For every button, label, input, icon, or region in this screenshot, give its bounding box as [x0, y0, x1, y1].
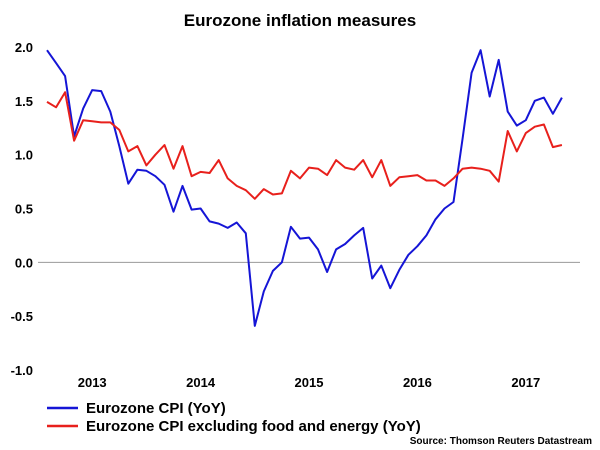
legend-label-cpi: Eurozone CPI (YoY) [86, 400, 226, 417]
series-layer [46, 49, 563, 327]
y-tick-label: -0.5 [11, 309, 33, 324]
y-tick-label: 0.5 [15, 202, 33, 217]
x-axis: 2013 2014 2015 2016 2017 [78, 375, 541, 390]
y-tick-label: -1.0 [11, 363, 33, 378]
series-line-cpi [46, 49, 563, 327]
x-tick-label: 2017 [511, 375, 540, 390]
y-axis: 2.0 1.5 1.0 0.5 0.0 -0.5 -1.0 [11, 40, 33, 378]
source-note: Source: Thomson Reuters Datastream [410, 436, 592, 447]
y-tick-label: 0.0 [15, 255, 33, 270]
series-line-core-cpi [46, 91, 563, 200]
y-tick-label: 1.0 [15, 148, 33, 163]
x-tick-label: 2015 [295, 375, 324, 390]
legend-label-core-cpi: Eurozone CPI excluding food and energy (… [86, 418, 421, 435]
x-tick-label: 2013 [78, 375, 107, 390]
y-tick-label: 2.0 [15, 40, 33, 55]
y-tick-label: 1.5 [15, 94, 33, 109]
x-tick-label: 2014 [186, 375, 216, 390]
chart-title: Eurozone inflation measures [184, 11, 416, 30]
legend: Eurozone CPI (YoY) Eurozone CPI excludin… [47, 400, 421, 435]
x-tick-label: 2016 [403, 375, 432, 390]
